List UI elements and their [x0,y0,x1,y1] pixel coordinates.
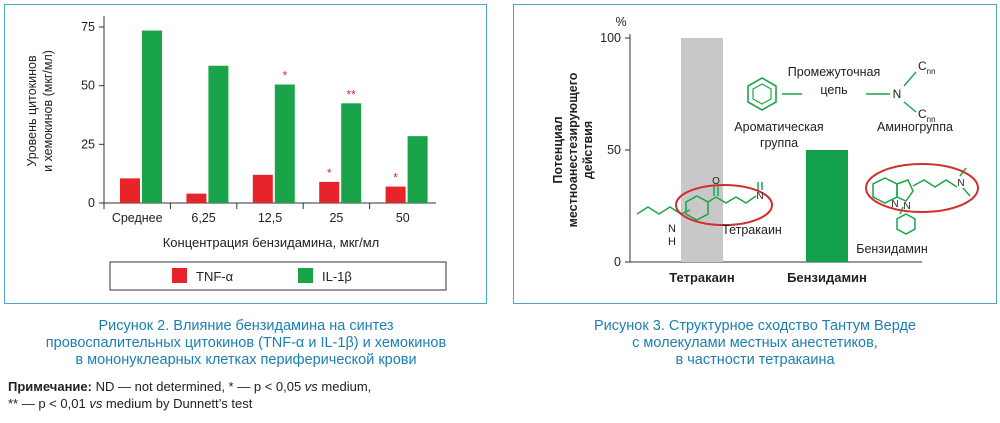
benzydamine-n-methyl-down [962,187,971,197]
c2-y-tick-label: 100 [600,31,621,45]
label-amino: Аминогруппа [877,120,953,134]
c1-bar-il1b [407,136,428,203]
c1-significance-mark: * [327,166,332,180]
figure2-note: Примечание: ND — not determined, * — p <… [8,378,488,412]
c1-bar-tnf [385,186,406,203]
label-benzydamine-molecule: Бензидамин [856,242,928,256]
c2-bar-benzydamine [806,150,848,262]
aromatic-ring-inner [752,83,772,105]
c1-x-tick-label: 50 [396,211,410,225]
c2-y-axis-label-line2: местноанестезирующего [566,72,580,227]
c1-y-tick-label: 50 [81,79,95,93]
c1-bar-il1b [142,30,162,203]
figure2-caption-line3: в мононуклеарных клетках периферической … [75,352,417,368]
c1-y-tick-label: 75 [81,20,95,34]
c1-y-tick-label: 0 [88,196,95,210]
c1-significance-mark: ** [347,87,357,101]
c2-x-tick-label: Бензидамин [787,270,867,285]
molecule-diagrams: Ароматическая группа Промежуточная цепь … [636,59,979,256]
note-line2-end: medium by Dunnett’s test [102,396,253,411]
figure2-caption-line1: Рисунок 2. Влияние бензидамина на синтез [98,318,394,334]
label-cn-upper: Cnn [918,59,936,76]
figure2-frame [4,4,487,304]
label-tetracaine-o: O [712,176,720,187]
label-nh-n: N [668,223,676,235]
c1-x-tick-label: 25 [329,211,343,225]
note-vs1: vs [304,379,318,394]
label-benzydamine-n: N [957,178,964,189]
c1-bar-tnf [319,181,340,203]
c1-significance-mark: * [282,69,287,83]
figure2-caption: Рисунок 2. Влияние бензидамина на синтез… [0,318,492,369]
c1-y-axis-label-line2: и хемокинов (мкг/мл) [41,50,55,172]
c1-bar-il1b [274,84,295,203]
benzydamine-chain [912,179,958,188]
label-cn-lower: Cnn [918,107,936,124]
benzydamine-benzyl-ring [896,213,916,235]
c2-y-axis-label-line3: действия [581,121,595,179]
benzydamine-pyrazole-ring [896,179,914,202]
label-tetracaine-n: N [756,191,763,202]
c1-x-tick-label: 6,25 [191,211,215,225]
amino-bond-down [903,101,917,113]
c1-y-tick-label: 25 [81,137,95,151]
figure3-caption: Рисунок 3. Структурное сходство Тантум В… [513,318,997,369]
c2-bar-tetracaine [681,38,723,262]
c1-legend-label-tnf: TNF-α [196,269,234,284]
figure2-caption-line2: провоспалительных цитокинов (TNF-α и IL-… [45,335,447,351]
label-chain-line1: Промежуточная [788,65,880,79]
label-aromatic-line2: группа [760,136,798,150]
c1-y-axis-label-line1: Уровень цитокинов [25,55,39,167]
note-vs2: vs [89,396,103,411]
c1-bar-il1b [208,65,229,203]
label-chain-line2: цепь [820,83,847,97]
note-line1-text: ND — not determined, * — p < 0,05 [91,379,305,394]
aromatic-ring [747,77,777,111]
c1-x-tick-label: 12,5 [258,211,282,225]
tetracaine-carbonyl-bond [707,196,717,203]
amino-bond-up [903,71,917,87]
figure3-caption-line1: Рисунок 3. Структурное сходство Тантум В… [594,318,916,334]
c2-unit-label: % [615,15,626,29]
c2-y-axis-label-line1: Потенциал [551,116,565,183]
c1-legend-label-il1b: IL-1β [322,269,352,284]
c1-significance-mark: * [393,171,398,185]
c1-bar-tnf [186,193,207,203]
tetracaine-highlight-ellipse [675,184,773,226]
figure3-caption-line3: в частности тетракаина [675,352,835,368]
c1-bar-il1b [341,103,362,203]
note-label: Примечание: [8,379,92,394]
figure3-frame [513,4,997,304]
tetracaine-ester-chain [715,195,757,204]
note-line2-text: ** — p < 0,01 [8,396,90,411]
c2-y-tick-label: 0 [614,255,621,269]
note-line1-end: medium, [317,379,372,394]
c1-legend-swatch-tnf [172,268,187,283]
c1-legend-swatch-il1b [298,268,313,283]
label-benzydamine-ring-n2: N [903,201,910,212]
c1-bar-tnf [120,178,140,203]
benzydamine-highlight-ellipse [865,163,979,213]
figure3-caption-line2: с молекулами местных анестетиков, [632,335,878,351]
label-nh-h: H [668,236,676,248]
c1-legend-box [109,261,447,291]
c2-x-tick-label: Тетракаин [669,270,734,285]
c1-bar-tnf [252,174,273,203]
label-amino-n: N [893,87,902,101]
note-line1: Примечание: ND — not determined, * — p <… [8,378,488,395]
label-aromatic-line1: Ароматическая [734,120,823,134]
label-tetracaine-molecule: Тетракаин [722,223,782,237]
note-line2: ** — p < 0,01 vs medium by Dunnett’s tes… [8,395,488,412]
c1-x-tick-label: Среднее [112,211,163,225]
label-benzydamine-ring-n1: N [891,199,898,210]
c2-y-tick-label: 50 [607,143,621,157]
c1-x-axis-label: Концентрация бензидамина, мкг/мл [163,235,380,250]
tetracaine-butyl-chain [636,206,682,215]
